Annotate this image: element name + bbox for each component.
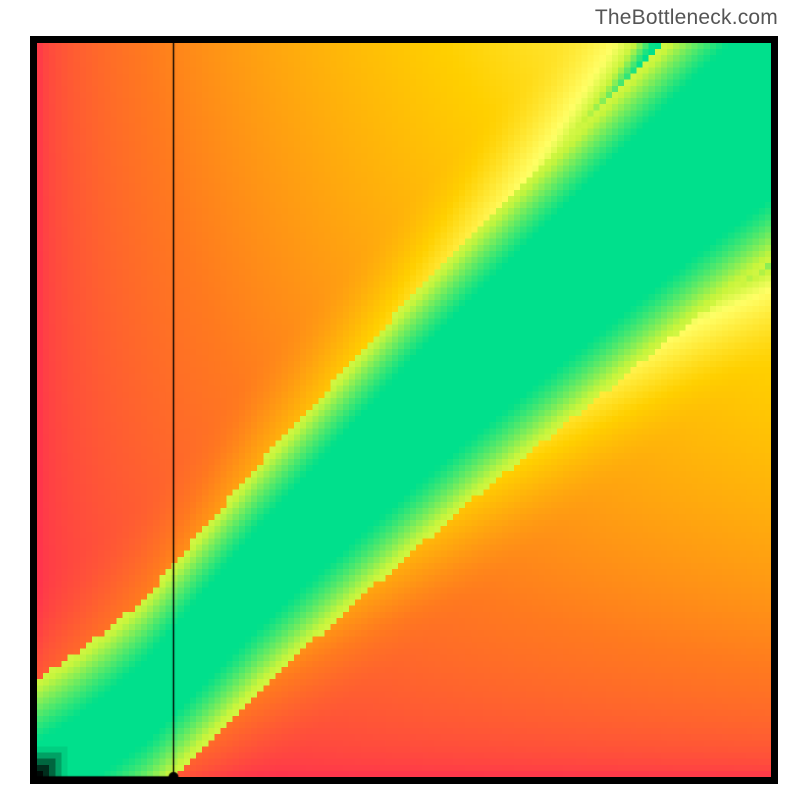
chart-container: TheBottleneck.com xyxy=(0,0,800,800)
plot-frame xyxy=(30,36,778,784)
marker-overlay xyxy=(37,43,771,777)
watermark-text: TheBottleneck.com xyxy=(595,6,778,30)
